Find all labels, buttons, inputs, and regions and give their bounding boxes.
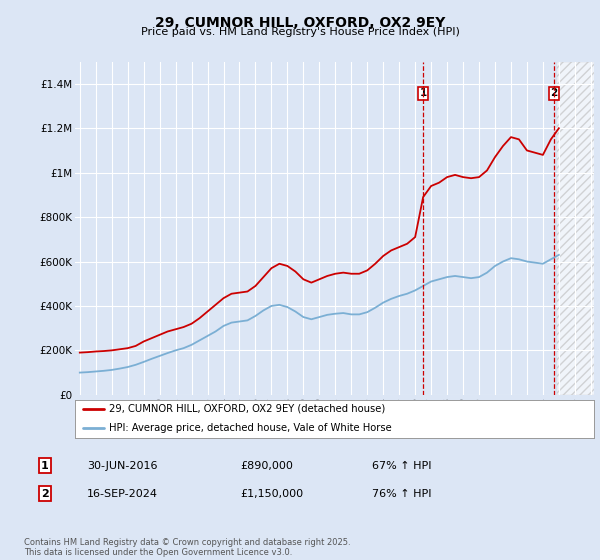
Text: 2: 2: [551, 88, 558, 98]
Text: 67% ↑ HPI: 67% ↑ HPI: [372, 461, 431, 471]
Text: 1: 1: [419, 88, 427, 98]
Text: Price paid vs. HM Land Registry's House Price Index (HPI): Price paid vs. HM Land Registry's House …: [140, 27, 460, 37]
Text: 29, CUMNOR HILL, OXFORD, OX2 9EY: 29, CUMNOR HILL, OXFORD, OX2 9EY: [155, 16, 445, 30]
Text: £890,000: £890,000: [240, 461, 293, 471]
Text: 16-SEP-2024: 16-SEP-2024: [87, 489, 158, 499]
Text: HPI: Average price, detached house, Vale of White Horse: HPI: Average price, detached house, Vale…: [109, 423, 391, 433]
Text: 2: 2: [41, 489, 49, 499]
Text: 76% ↑ HPI: 76% ↑ HPI: [372, 489, 431, 499]
Text: 1: 1: [41, 461, 49, 471]
Text: Contains HM Land Registry data © Crown copyright and database right 2025.
This d: Contains HM Land Registry data © Crown c…: [24, 538, 350, 557]
Text: £1,150,000: £1,150,000: [240, 489, 303, 499]
Text: 29, CUMNOR HILL, OXFORD, OX2 9EY (detached house): 29, CUMNOR HILL, OXFORD, OX2 9EY (detach…: [109, 404, 385, 414]
Text: 30-JUN-2016: 30-JUN-2016: [87, 461, 157, 471]
Bar: [557, 62, 599, 395]
